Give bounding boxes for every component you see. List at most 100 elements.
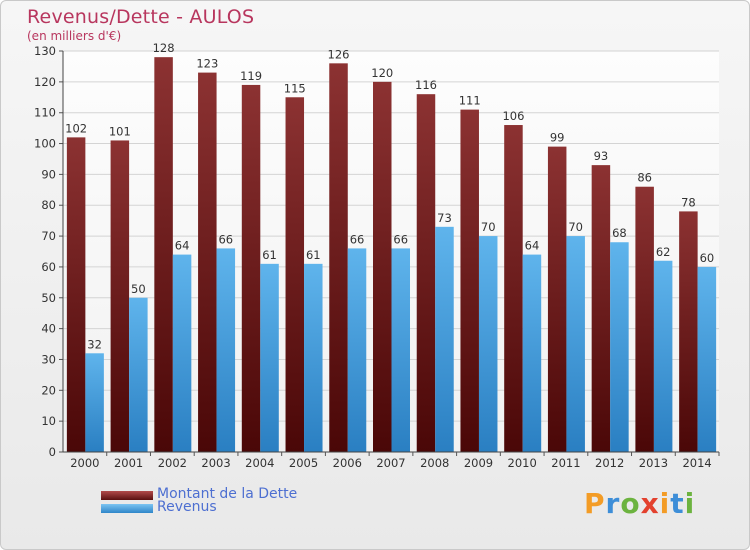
bar-dette — [66, 137, 86, 452]
data-label-revenus: 66 — [393, 232, 408, 246]
bar-revenus — [522, 254, 542, 452]
data-label-revenus: 64 — [525, 239, 540, 253]
logo-letter: i — [659, 487, 671, 520]
x-tick-label: 2003 — [201, 456, 230, 470]
logo-letter: o — [620, 487, 641, 520]
bar-revenus — [653, 260, 673, 452]
legend-label-revenus: Revenus — [157, 499, 217, 515]
x-tick-label: 2000 — [70, 456, 99, 470]
x-tick-label: 2008 — [420, 456, 449, 470]
y-tick-label: 0 — [49, 445, 56, 459]
x-tick-label: 2002 — [158, 456, 187, 470]
x-tick-label: 2011 — [551, 456, 580, 470]
data-label-revenus: 70 — [568, 220, 583, 234]
data-label-dette: 120 — [371, 66, 393, 80]
data-label-dette: 93 — [594, 149, 609, 163]
bar-revenus — [85, 353, 104, 452]
bar-dette — [635, 186, 654, 452]
y-tick-label: 50 — [41, 291, 56, 305]
proxiti-logo: Proxiti — [584, 487, 695, 520]
data-label-revenus: 68 — [612, 226, 627, 240]
bar-dette — [416, 94, 436, 452]
data-label-revenus: 66 — [350, 232, 365, 246]
y-tick-label: 120 — [34, 75, 56, 89]
data-label-dette: 111 — [459, 94, 481, 108]
bar-revenus — [435, 226, 454, 452]
y-tick-label: 30 — [41, 352, 56, 366]
data-label-revenus: 61 — [262, 248, 277, 262]
bar-dette — [504, 125, 523, 453]
chart-subtitle: (en milliers d'€) — [27, 29, 122, 43]
data-label-dette: 86 — [637, 171, 652, 185]
x-tick-label: 2004 — [245, 456, 274, 470]
data-label-dette: 102 — [65, 121, 87, 135]
y-tick-label: 130 — [34, 44, 56, 58]
x-tick-label: 2010 — [508, 456, 537, 470]
bar-dette — [679, 211, 698, 452]
y-tick-label: 40 — [41, 322, 56, 336]
bar-dette — [373, 81, 392, 452]
legend-swatch-revenus — [101, 504, 153, 513]
bar-revenus — [304, 263, 323, 452]
x-tick-label: 2001 — [114, 456, 143, 470]
bar-revenus — [172, 254, 192, 452]
y-tick-label: 100 — [34, 137, 56, 151]
bar-revenus — [566, 236, 585, 452]
bar-revenus — [610, 242, 629, 452]
data-label-dette: 99 — [550, 131, 565, 145]
logo-letter: t — [670, 487, 685, 520]
y-tick-label: 110 — [34, 106, 56, 120]
y-tick-label: 70 — [41, 229, 56, 243]
y-tick-label: 80 — [41, 198, 56, 212]
bar-revenus — [129, 297, 148, 452]
bar-revenus — [391, 248, 410, 452]
bars: 102 32 101 50 128 64 123 66 119 61 115 61 126 66 120 66… — [65, 41, 717, 453]
chart-title: Revenus/Dette - AULOS — [27, 6, 255, 28]
bar-dette — [198, 72, 217, 452]
bar-dette — [591, 165, 611, 452]
logo-letter: P — [584, 487, 606, 520]
axes: 0 10 20 30 40 50 60 70 80 90 100 110 120 130 2000 2001 2… — [34, 44, 720, 470]
data-label-dette: 126 — [328, 47, 350, 61]
x-tick-label: 2006 — [333, 456, 362, 470]
data-label-revenus: 50 — [131, 282, 146, 296]
data-label-revenus: 32 — [87, 337, 102, 351]
legend-label-dette: Montant de la Dette — [157, 486, 298, 502]
data-label-dette: 78 — [681, 195, 696, 209]
bar-dette — [154, 57, 173, 453]
bar-dette — [110, 140, 130, 452]
bar-dette — [460, 109, 479, 452]
x-tick-label: 2007 — [376, 456, 405, 470]
data-label-revenus: 64 — [175, 239, 190, 253]
y-tick-label: 10 — [41, 414, 56, 428]
bar-revenus — [216, 248, 236, 452]
y-tick-label: 90 — [41, 167, 56, 181]
bar-revenus — [697, 266, 717, 452]
data-label-dette: 116 — [415, 78, 437, 92]
data-label-revenus: 70 — [481, 220, 496, 234]
bar-dette — [241, 84, 261, 452]
logo-letter: r — [605, 487, 621, 520]
data-label-dette: 119 — [240, 69, 262, 83]
bar-dette — [285, 97, 305, 453]
data-label-dette: 106 — [502, 109, 524, 123]
y-tick-label: 60 — [41, 260, 56, 274]
data-label-dette: 128 — [153, 41, 175, 55]
data-label-revenus: 60 — [700, 251, 715, 265]
x-tick-label: 2014 — [682, 456, 711, 470]
y-tick-label: 20 — [41, 383, 56, 397]
legend-swatch-dette — [101, 491, 153, 500]
bar-dette — [329, 63, 348, 452]
data-label-revenus: 73 — [437, 211, 452, 225]
data-label-dette: 101 — [109, 124, 131, 138]
x-tick-label: 2013 — [639, 456, 668, 470]
x-tick-label: 2012 — [595, 456, 624, 470]
data-label-revenus: 66 — [218, 232, 233, 246]
bar-revenus — [260, 263, 279, 452]
data-label-revenus: 61 — [306, 248, 321, 262]
x-tick-label: 2009 — [464, 456, 493, 470]
data-label-dette: 123 — [196, 57, 218, 71]
data-label-dette: 115 — [284, 81, 306, 95]
